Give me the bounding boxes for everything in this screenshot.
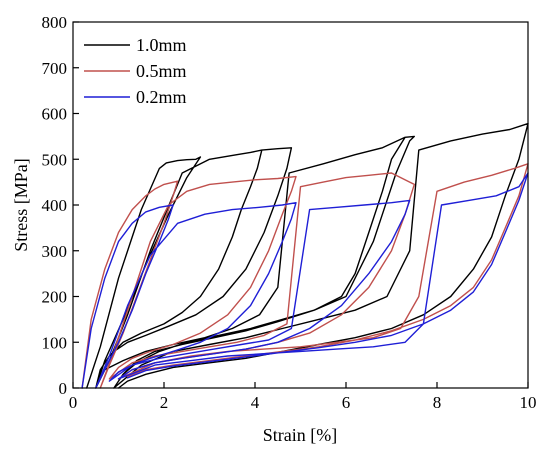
series-line-0 [86,122,529,389]
x-tick-label: 0 [69,393,78,412]
y-tick-label: 500 [42,150,68,169]
y-tick-label: 300 [42,242,68,261]
y-tick-label: 200 [42,288,68,307]
legend-label-0: 1.0mm [136,35,187,55]
y-tick-label: 0 [59,379,68,398]
x-tick-label: 10 [520,393,537,412]
legend-label-2: 0.2mm [136,87,187,107]
series-line-2 [81,172,529,389]
x-tick-label: 6 [342,393,351,412]
y-tick-label: 400 [42,196,68,215]
y-axis-title: Stress [MPa] [11,158,31,252]
y-tick-label: 600 [42,105,68,124]
series-line-1 [81,163,529,389]
x-tick-label: 8 [433,393,442,412]
y-tick-label: 100 [42,333,68,352]
legend: 1.0mm 0.5mm 0.2mm [84,35,187,107]
legend-label-1: 0.5mm [136,61,187,81]
x-tick-label: 2 [160,393,169,412]
y-tick-label: 800 [42,13,68,32]
x-tick-label: 4 [251,393,260,412]
y-tick-label: 700 [42,59,68,78]
x-axis-title: Strain [%] [263,425,337,445]
series-layer [81,122,529,389]
